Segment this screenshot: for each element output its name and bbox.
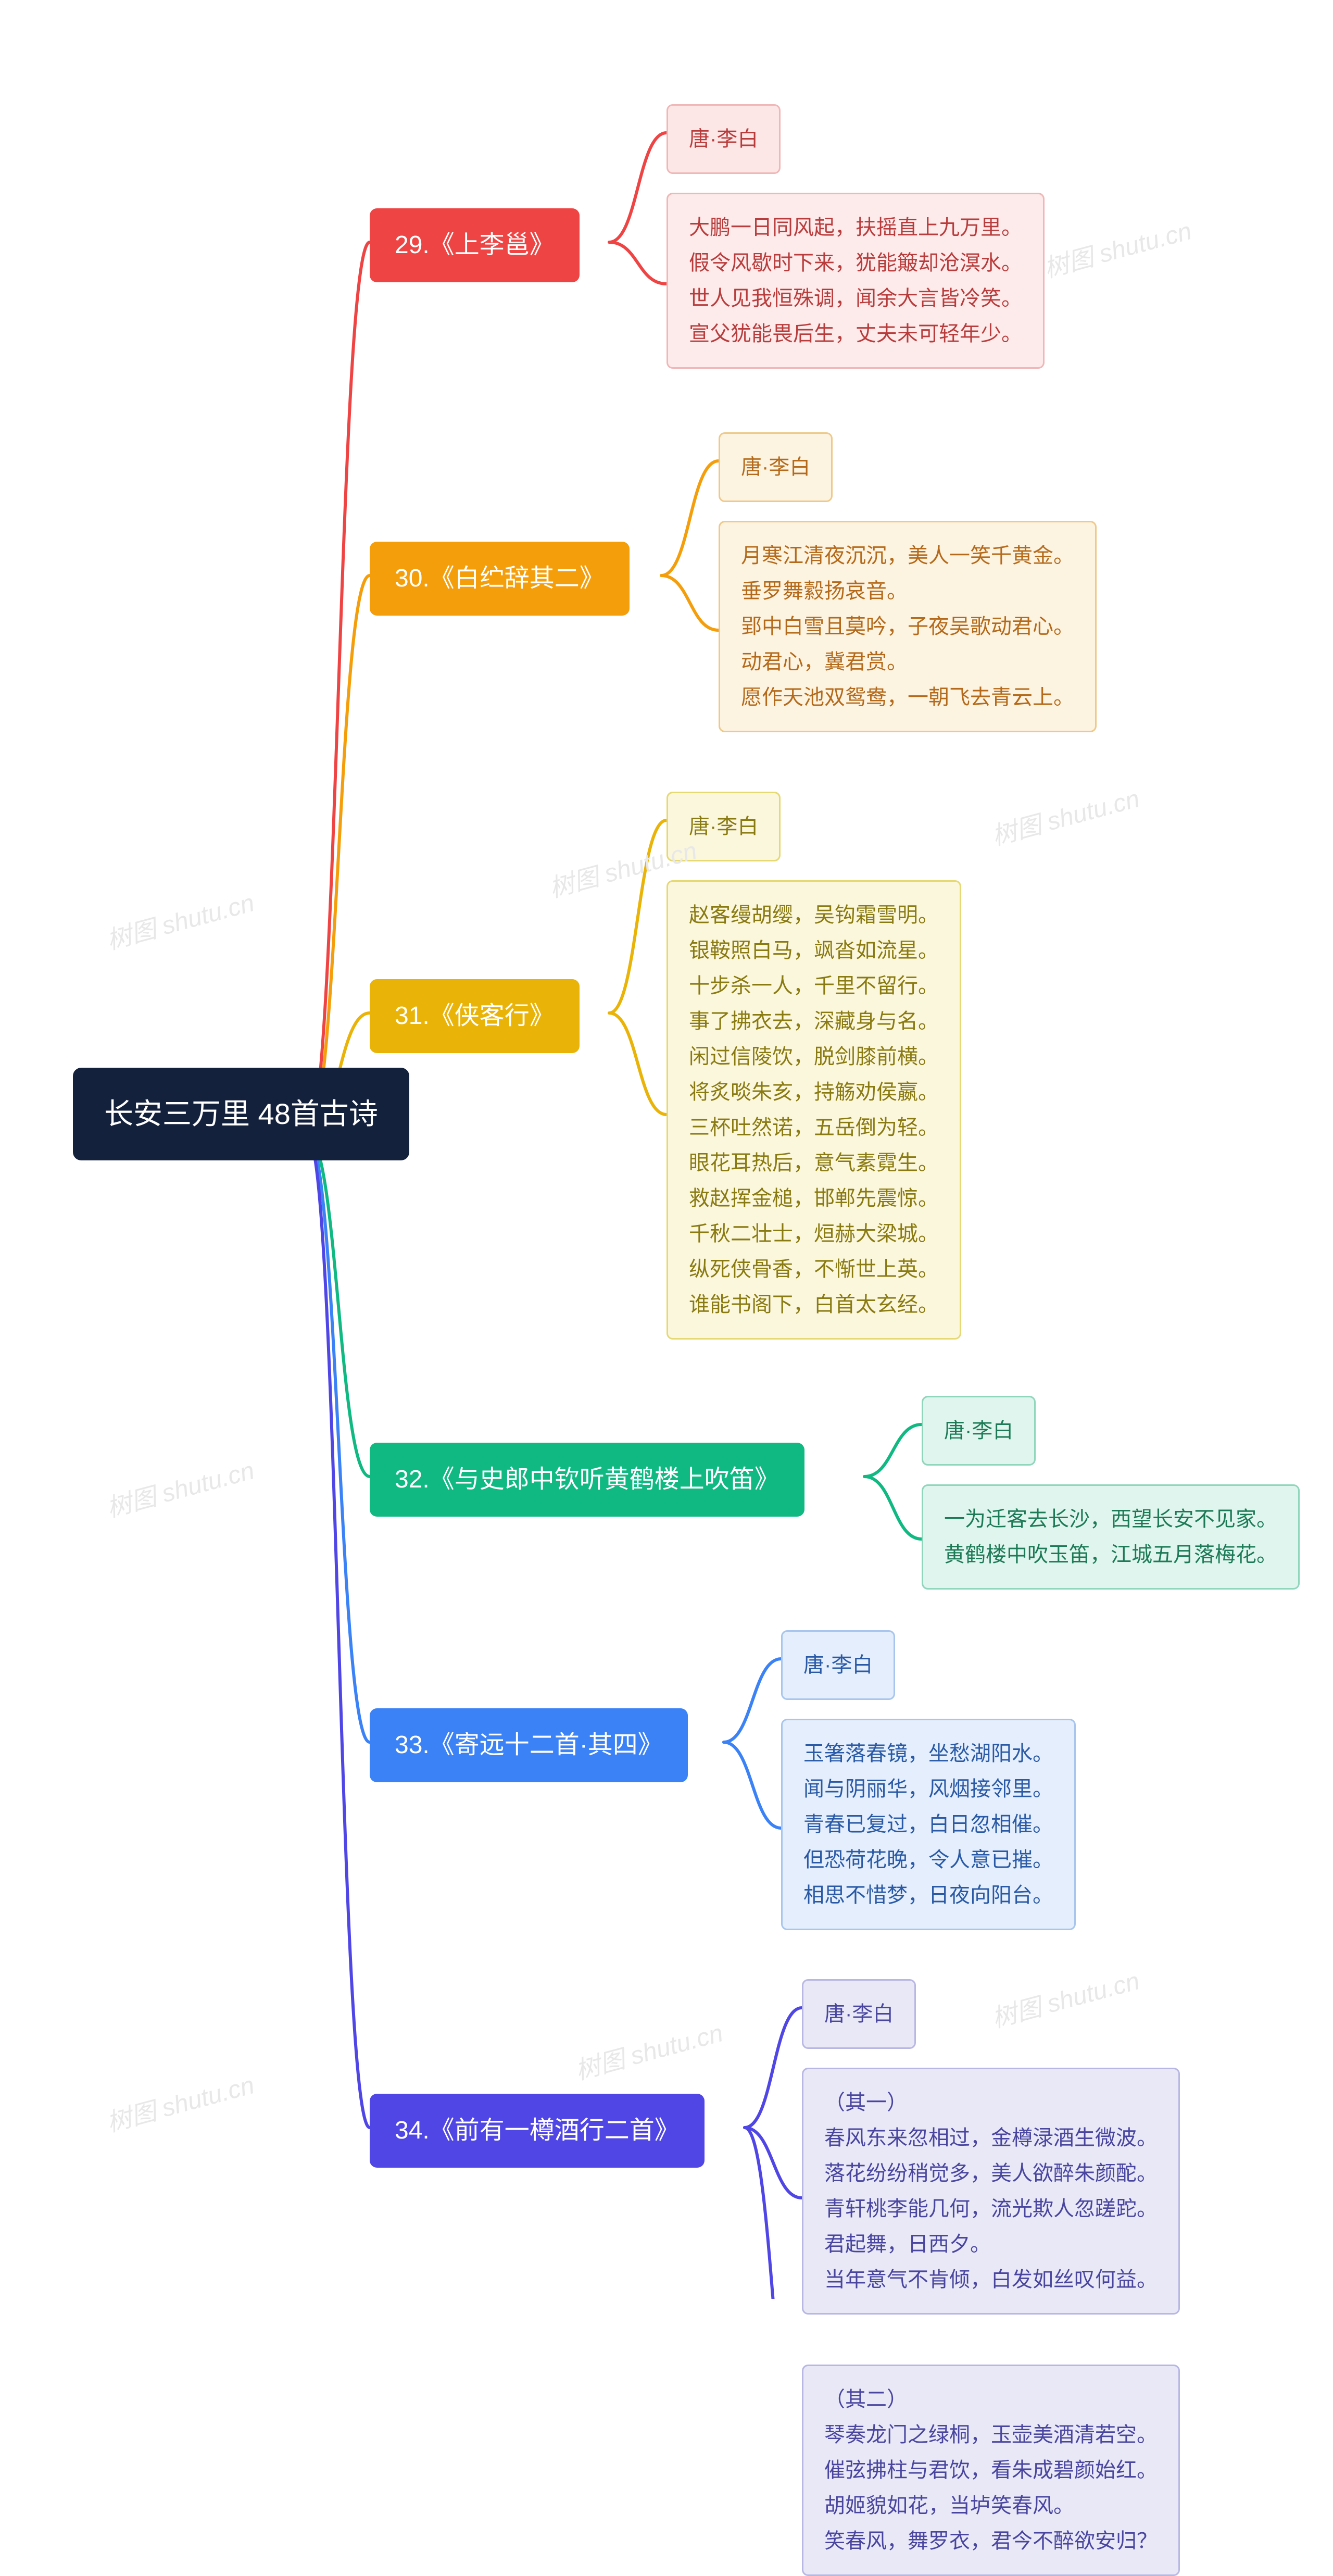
leaf-node: 唐·李白 [666,104,781,174]
watermark: 树图 shutu.cn [987,778,1143,853]
root-label: 长安三万里 48首古诗 [104,1097,378,1130]
leaf-node: 唐·李白 [666,792,781,861]
branch-node: 34.《前有一樽酒行二首》 [370,2094,705,2168]
leaf-node: 唐·李白 [922,1396,1036,1466]
watermark: 树图 shutu.cn [102,882,258,957]
leaf-node: 一为迁客去长沙，西望长安不见家。 黄鹤楼中吹玉笛，江城五月落梅花。 [922,1484,1300,1590]
branch-node: 31.《侠客行》 [370,979,580,1053]
watermark: 树图 shutu.cn [987,1960,1143,2035]
branch-node: 33.《寄远十二首·其四》 [370,1708,688,1782]
watermark: 树图 shutu.cn [102,2065,258,2139]
leaf-node: 唐·李白 [719,432,833,502]
branch-node: 32.《与史郎中钦听黄鹤楼上吹笛》 [370,1443,804,1517]
watermark: 树图 shutu.cn [102,1450,258,1524]
leaf-node: 玉箸落春镜，坐愁湖阳水。 闻与阴丽华，风烟接邻里。 青春已复过，白日忽相催。 但… [781,1719,1076,1930]
watermark: 树图 shutu.cn [1039,210,1195,285]
leaf-node: 大鹏一日同风起，扶摇直上九万里。 假令风歇时下来，犹能簸却沧溟水。 世人见我恒殊… [666,193,1045,369]
leaf-node: 唐·李白 [781,1630,895,1700]
leaf-node: （其一） 春风东来忽相过，金樽渌酒生微波。 落花纷纷稍觉多，美人欲醉朱颜酡。 青… [802,2068,1180,2315]
root-node: 长安三万里 48首古诗 [73,1068,409,1160]
leaf-node: 唐·李白 [802,1979,916,2049]
leaf-node: 月寒江清夜沉沉，美人一笑千黄金。 垂罗舞縠扬哀音。 郢中白雪且莫吟，子夜吴歌动君… [719,521,1097,732]
branch-node: 30.《白纻辞其二》 [370,542,630,616]
leaf-node: 赵客缦胡缨，吴钩霜雪明。 银鞍照白马，飒沓如流星。 十步杀一人，千里不留行。 事… [666,880,961,1340]
watermark: 树图 shutu.cn [571,2012,726,2087]
branch-node: 29.《上李邕》 [370,208,580,282]
leaf-node: （其二） 琴奏龙门之绿桐，玉壶美酒清若空。 催弦拂柱与君饮，看朱成碧颜始红。 胡… [802,2365,1180,2576]
